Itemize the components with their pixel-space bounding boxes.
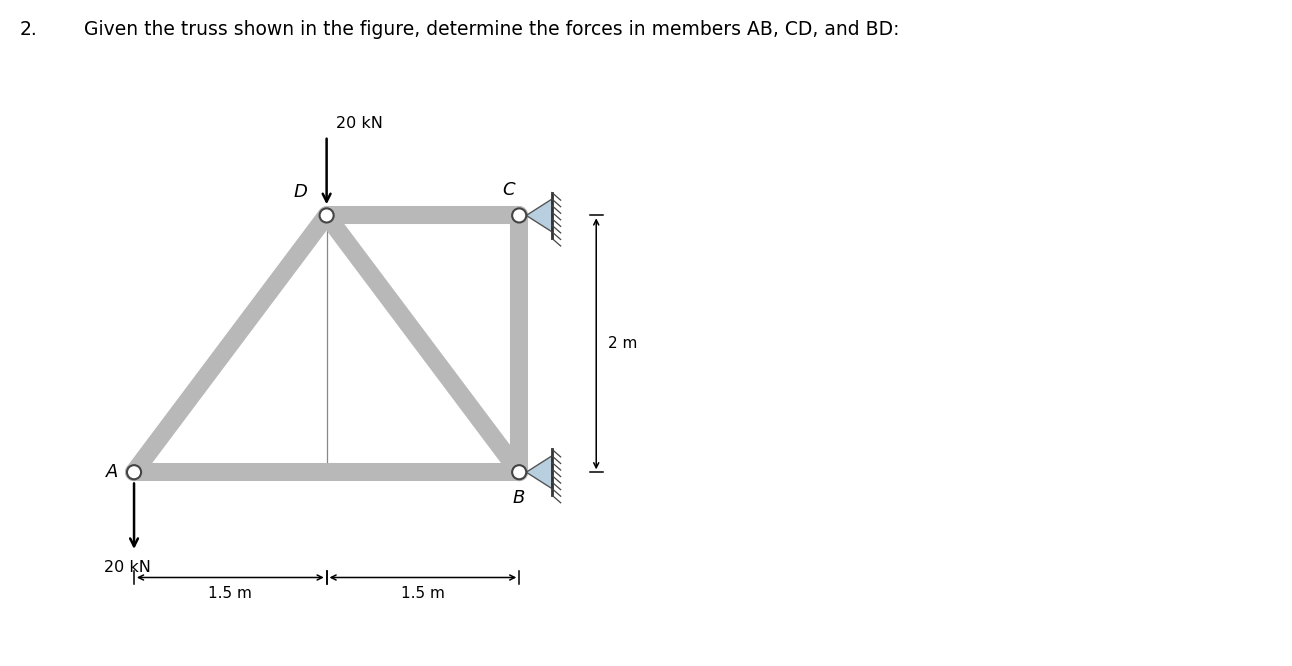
Text: C: C: [503, 180, 516, 198]
Circle shape: [319, 208, 333, 222]
Text: D: D: [295, 183, 307, 201]
Text: Given the truss shown in the figure, determine the forces in members AB, CD, and: Given the truss shown in the figure, det…: [84, 20, 899, 39]
Text: 20 kN: 20 kN: [105, 559, 151, 575]
Text: 20 kN: 20 kN: [336, 116, 382, 131]
Circle shape: [512, 208, 526, 222]
Polygon shape: [526, 199, 552, 232]
Polygon shape: [526, 456, 552, 489]
Circle shape: [512, 465, 526, 480]
Text: 1.5 m: 1.5 m: [401, 587, 444, 601]
Text: B: B: [513, 489, 526, 507]
Text: 1.5 m: 1.5 m: [208, 587, 252, 601]
Text: A: A: [106, 464, 119, 482]
Circle shape: [127, 465, 141, 480]
Text: 2 m: 2 m: [607, 336, 637, 352]
Text: 2.: 2.: [19, 20, 37, 39]
